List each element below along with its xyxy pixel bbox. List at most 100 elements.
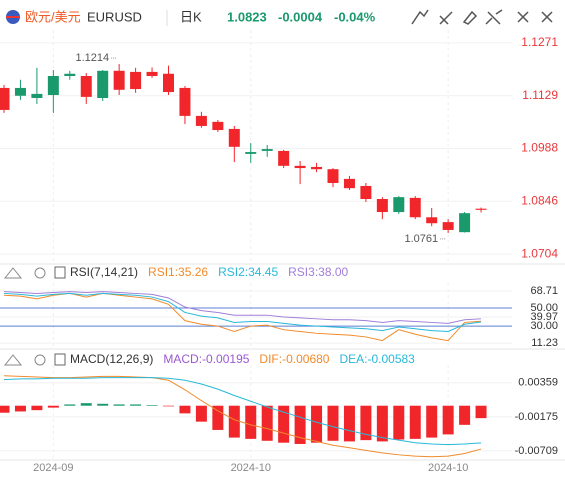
y-tick-label: 1.1271 [521, 35, 558, 49]
panel-icons [3, 267, 46, 366]
indicator-line [3, 291, 482, 324]
y-tick-label: 0.00359 [518, 377, 558, 389]
legend-entry: RSI2:34.45 [218, 265, 278, 279]
candle-body [163, 73, 174, 93]
y-tick-label: 1.0846 [521, 193, 558, 207]
candle-body [14, 87, 26, 96]
toolbar [411, 9, 553, 25]
candle-body [360, 185, 372, 200]
x-tick-label: 2024-10 [428, 462, 468, 474]
ruler-icon[interactable] [439, 11, 453, 25]
y-tick-label: 1.0704 [521, 246, 558, 260]
candle-body [212, 121, 224, 131]
candle-body [113, 70, 125, 90]
legend-entry: RSI3:38.00 [288, 265, 348, 279]
y-tick-label: 68.71 [530, 285, 558, 297]
indicator-line [3, 377, 482, 446]
candle-body [327, 169, 339, 183]
macd-bar [179, 405, 191, 414]
macd-bar [294, 405, 306, 444]
indicator-title: RSI(7,14,21) [70, 265, 138, 279]
macd-bar [195, 405, 207, 422]
draw-icon[interactable] [411, 9, 429, 25]
candle-body [261, 149, 273, 151]
collapse-icon[interactable] [3, 267, 23, 279]
macd-bar [475, 405, 487, 419]
candle-body [376, 199, 388, 213]
macd-bar [130, 404, 142, 406]
change: -0.0004 [278, 9, 323, 24]
macd-bar [14, 405, 26, 412]
candle-body [442, 222, 454, 230]
candle-body [195, 115, 207, 126]
macd-bar [261, 405, 273, 441]
candle-body [475, 208, 487, 210]
annotation: 1.1214 [75, 52, 109, 64]
indicator-line [3, 292, 482, 333]
macd-bar [31, 405, 43, 411]
candle-body [278, 150, 290, 166]
fullscreen-icon[interactable] [517, 11, 529, 23]
pen-icon[interactable] [462, 10, 478, 25]
indicator-line [3, 375, 482, 458]
indicator-line [3, 292, 482, 342]
candle-body [31, 93, 43, 98]
macd-bar [278, 405, 290, 443]
candle-body [294, 165, 306, 169]
candle-body [179, 87, 191, 116]
macd-bar [442, 405, 454, 435]
settings-icon[interactable] [34, 354, 46, 366]
cross-icon[interactable] [485, 9, 503, 25]
macd-bar [459, 405, 471, 425]
period[interactable]: 日K [180, 9, 202, 24]
macd-bar [228, 405, 240, 438]
macd-bar [376, 405, 388, 442]
candle-body [146, 71, 158, 77]
macd-bar [360, 405, 372, 441]
macd-bar [97, 403, 109, 406]
candle-body [80, 76, 92, 97]
y-tick-label: 39.97 [530, 311, 558, 323]
macd-bar [327, 405, 339, 441]
indicator-icon [54, 266, 66, 279]
macd-bar [0, 405, 10, 413]
macd-bar [47, 405, 59, 408]
macd-bar [212, 405, 224, 430]
legend-entry: RSI1:35.26 [148, 265, 208, 279]
macd-bar [343, 405, 355, 442]
macd-bar [146, 405, 158, 406]
symbol: EURUSD [87, 9, 142, 24]
candle-body [426, 217, 438, 224]
flag-stripe [6, 16, 20, 18]
close-icon[interactable] [541, 11, 553, 23]
candle-body [409, 197, 421, 218]
macd-bar [426, 405, 438, 438]
y-tick-label: 30.00 [530, 320, 558, 332]
y-tick-label: 1.1129 [522, 88, 558, 102]
y-tick-label: 1.0988 [521, 140, 558, 154]
y-tick-label: -0.00175 [515, 411, 558, 423]
macd-bar [245, 405, 257, 439]
x-tick-label: 2024-10 [231, 462, 271, 474]
candle-body [393, 197, 405, 213]
candle-body [47, 76, 59, 96]
candle-body [311, 166, 323, 170]
change-pct: -0.04% [334, 9, 376, 24]
y-tick-label: 11.23 [531, 337, 558, 349]
settings-icon[interactable] [34, 267, 46, 279]
macd-bar [409, 405, 421, 439]
macd-bar [393, 405, 405, 440]
candle-body [459, 213, 471, 233]
y-tick-label: 50.00 [530, 302, 558, 314]
macd-bar [113, 404, 125, 406]
pair-name: 欧元/美元 [25, 9, 81, 24]
candle-body [228, 128, 240, 147]
candle-body [0, 87, 10, 110]
legend-entry: DEA:-0.00583 [339, 352, 415, 366]
macd-bar [80, 403, 92, 406]
collapse-icon[interactable] [3, 354, 23, 366]
annotation: 1.0761 [404, 233, 438, 245]
candle-body [97, 70, 109, 98]
macd-bar [163, 405, 174, 407]
